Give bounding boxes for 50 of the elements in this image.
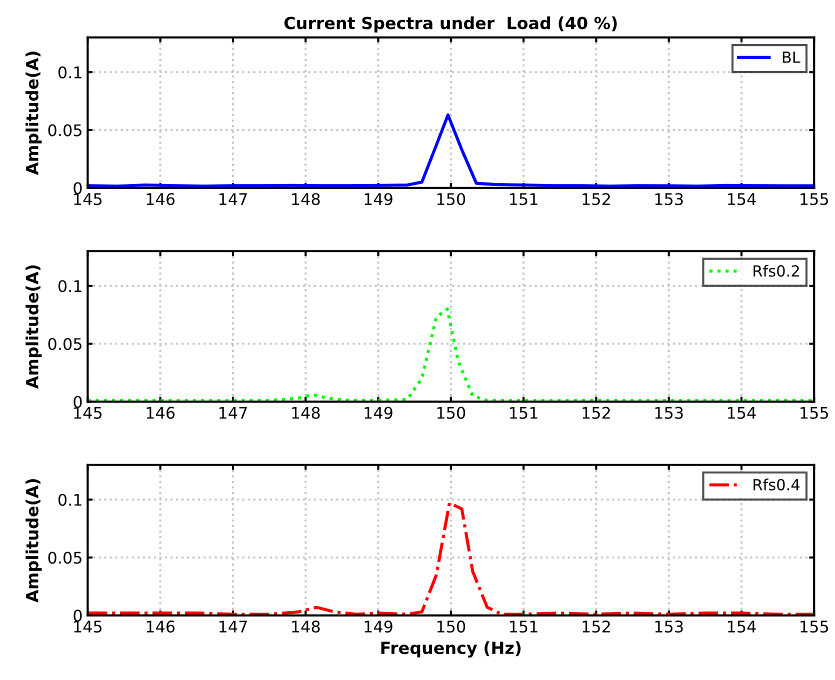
x-tick-label: 152	[582, 406, 610, 419]
x-tick-label: 152	[582, 193, 610, 206]
legend-label: Rfs0.2	[754, 264, 799, 277]
chart-title: Current Spectra under Load (40 %)	[284, 16, 617, 33]
x-tick-label: 149	[364, 620, 392, 633]
x-tick-label: 155	[800, 193, 828, 206]
x-tick-label: 145	[74, 620, 102, 633]
legend-label: BL	[782, 52, 800, 63]
x-tick-label: 153	[655, 193, 683, 206]
x-tick-label: 152	[582, 620, 610, 633]
y-axis-title: Amplitude(A)	[26, 479, 42, 602]
x-tick-label: 149	[364, 406, 392, 419]
x-tick-label: 155	[800, 620, 828, 633]
x-axis-title: Frequency (Hz)	[381, 641, 521, 658]
y-tick-label: 0.05	[48, 124, 82, 136]
x-tick-label: 153	[655, 620, 683, 633]
x-tick-label: 148	[292, 620, 320, 633]
x-tick-label: 150	[437, 620, 466, 633]
y-tick-label: 0.05	[48, 338, 82, 350]
x-tick-label: 145	[74, 407, 102, 419]
x-tick-label: 151	[510, 620, 538, 633]
x-tick-label: 146	[146, 620, 175, 633]
x-tick-label: 154	[728, 193, 756, 206]
y-axis-title: Amplitude(A)	[26, 52, 42, 175]
x-tick-label: 146	[146, 406, 175, 419]
y-tick-label: 0.1	[58, 494, 82, 506]
y-tick-label: 0	[74, 610, 82, 622]
x-tick-label: 151	[510, 193, 538, 206]
y-tick-label: 0	[74, 396, 82, 408]
y-tick-label: 0.1	[58, 66, 82, 78]
x-tick-label: 150	[437, 193, 466, 206]
x-tick-label: 155	[800, 407, 828, 419]
x-tick-label: 147	[219, 620, 247, 632]
x-tick-label: 147	[219, 407, 247, 419]
x-tick-label: 151	[510, 407, 538, 419]
x-tick-label: 153	[655, 406, 683, 419]
x-tick-label: 147	[219, 193, 247, 205]
x-tick-label: 154	[728, 620, 756, 633]
y-tick-label: 0	[74, 182, 82, 194]
y-tick-label: 0.05	[48, 552, 82, 564]
x-tick-label: 154	[728, 407, 756, 419]
x-tick-label: 148	[292, 193, 320, 206]
x-tick-label: 145	[74, 193, 102, 206]
x-tick-label: 148	[292, 406, 320, 419]
legend-label: Rfs0.4	[754, 478, 800, 490]
x-tick-label: 149	[364, 193, 392, 206]
x-tick-label: 150	[437, 406, 466, 419]
y-axis-title: Amplitude(A)	[26, 265, 42, 389]
y-tick-label: 0.1	[58, 280, 82, 292]
x-tick-label: 146	[146, 193, 175, 206]
